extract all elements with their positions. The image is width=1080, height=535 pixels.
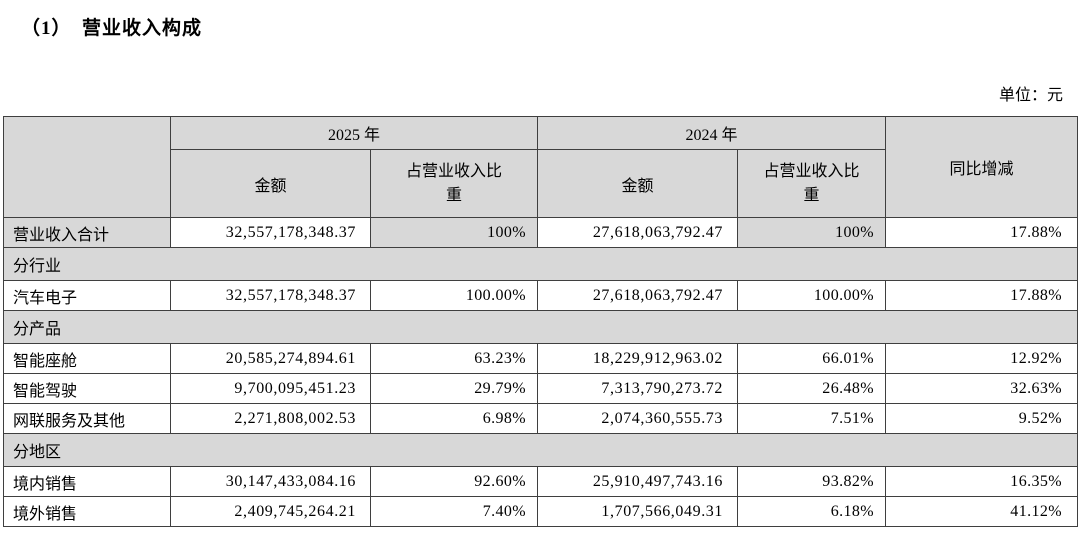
year-2024-header: 2024 年 [537, 116, 887, 150]
section-label: 分地区 [2, 433, 1079, 467]
yoy-cell: 17.88% [885, 217, 1079, 248]
ratio-2025-cell: 7.40% [369, 496, 539, 527]
amount-2024-cell: 27,618,063,792.47 [537, 217, 739, 248]
ratio-2024-cell: 6.18% [737, 496, 887, 527]
row-label: 智能座舱 [3, 343, 171, 374]
ratio-2025-header: 占营业收入比 重 [369, 149, 539, 218]
ratio-2025-cell: 92.60% [369, 466, 539, 497]
ratio-2024-cell: 93.82% [737, 466, 887, 497]
table-row: 智能座舱 20,585,274,894.61 63.23% 18,229,912… [3, 343, 1079, 374]
amount-2025-cell: 32,557,178,348.37 [170, 217, 371, 248]
table-row: 汽车电子 32,557,178,348.37 100.00% 27,618,06… [3, 280, 1079, 311]
ratio-2025-cell: 100% [369, 217, 539, 248]
amount-2025-cell: 30,147,433,084.16 [170, 466, 371, 497]
ratio-2024-header: 占营业收入比 重 [737, 149, 887, 218]
ratio-2025-cell: 6.98% [369, 403, 539, 434]
yoy-cell: 16.35% [885, 466, 1079, 497]
table-row: 智能驾驶 9,700,095,451.23 29.79% 7,313,790,2… [3, 373, 1079, 404]
amount-2024-cell: 27,618,063,792.47 [537, 280, 739, 311]
table-row: 境外销售 2,409,745,264.21 7.40% 1,707,566,04… [3, 496, 1079, 527]
amount-2024-cell: 25,910,497,743.16 [537, 466, 739, 497]
year-2025-header: 2025 年 [169, 116, 539, 150]
ratio-2024-cell: 100.00% [737, 280, 887, 311]
ratio-2025-cell: 63.23% [369, 343, 539, 374]
yoy-header: 同比增减 [885, 116, 1079, 218]
revenue-composition-table: 2025 年 2024 年 同比增减 金额 占营业收入比 重 金额 占营业收入比… [2, 116, 1079, 527]
yoy-cell: 12.92% [885, 343, 1079, 374]
table-row: 网联服务及其他 2,271,808,002.53 6.98% 2,074,360… [3, 403, 1079, 434]
amount-2024-cell: 1,707,566,049.31 [537, 496, 739, 527]
section-row-region: 分地区 [2, 433, 1079, 467]
amount-2024-cell: 2,074,360,555.73 [537, 403, 739, 434]
section-row-industry: 分行业 [2, 247, 1079, 281]
amount-2025-cell: 32,557,178,348.37 [170, 280, 371, 311]
unit-label: 单位：元 [998, 87, 1063, 104]
amount-2025-header: 金额 [170, 149, 371, 218]
amount-2024-header: 金额 [537, 149, 739, 218]
ratio-2024-cell: 66.01% [737, 343, 887, 374]
yoy-cell: 17.88% [885, 280, 1079, 311]
row-label: 营业收入合计 [3, 217, 171, 248]
section-label: 分行业 [2, 247, 1079, 281]
amount-2025-cell: 9,700,095,451.23 [170, 373, 371, 404]
row-label: 境外销售 [3, 496, 171, 527]
row-label: 智能驾驶 [3, 373, 171, 404]
corner-blank-cell [3, 116, 171, 218]
table-row-total: 营业收入合计 32,557,178,348.37 100% 27,618,063… [3, 217, 1079, 248]
table-row: 境内销售 30,147,433,084.16 92.60% 25,910,497… [3, 466, 1079, 497]
ratio-2024-cell: 100% [737, 217, 887, 248]
yoy-cell: 32.63% [885, 373, 1079, 404]
amount-2025-cell: 20,585,274,894.61 [170, 343, 371, 374]
row-label: 境内销售 [3, 466, 171, 497]
section-row-product: 分产品 [2, 310, 1079, 344]
amount-2024-cell: 18,229,912,963.02 [537, 343, 739, 374]
ratio-2025-cell: 29.79% [369, 373, 539, 404]
ratio-2025-cell: 100.00% [369, 280, 539, 311]
yoy-cell: 41.12% [885, 496, 1079, 527]
amount-2025-cell: 2,271,808,002.53 [170, 403, 371, 434]
ratio-2024-cell: 7.51% [737, 403, 887, 434]
yoy-cell: 9.52% [885, 403, 1079, 434]
row-label: 网联服务及其他 [3, 403, 171, 434]
amount-2025-cell: 2,409,745,264.21 [170, 496, 371, 527]
section-label: 分产品 [2, 310, 1079, 344]
row-label: 汽车电子 [3, 280, 171, 311]
page-title: （1） 营业收入构成 [21, 18, 203, 39]
ratio-2024-cell: 26.48% [737, 373, 887, 404]
amount-2024-cell: 7,313,790,273.72 [537, 373, 739, 404]
